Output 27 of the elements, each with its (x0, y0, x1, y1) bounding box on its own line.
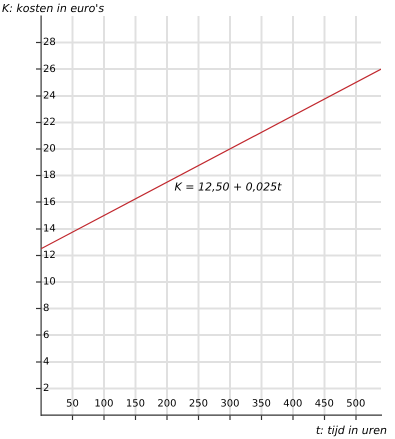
x-tick-label: 450 (314, 398, 334, 410)
y-tick-label: 2 (43, 382, 50, 394)
y-axis-title: K: kosten in euro's (2, 2, 104, 15)
y-tick-label: 14 (43, 223, 56, 234)
annotation: K = 12,50 + 0,025t (174, 180, 282, 194)
y-tick-label: 24 (43, 90, 56, 102)
x-tick-label: 150 (126, 398, 145, 410)
y-tick-label: 6 (43, 330, 50, 341)
x-tick-label: 400 (283, 398, 302, 410)
y-tick-label: 4 (43, 356, 50, 368)
x-tick-label: 300 (220, 398, 240, 410)
x-tick-label: 200 (157, 398, 176, 410)
y-tick-label: 28 (43, 37, 56, 48)
y-tick-label: 18 (43, 170, 56, 182)
y-tick-label: 26 (43, 64, 56, 75)
y-tick-label: 20 (43, 144, 56, 155)
x-axis-title: t: tijd in uren (316, 424, 387, 437)
x-tick-label: 250 (188, 398, 208, 410)
x-tick-label: 350 (252, 398, 271, 410)
y-tick-label: 8 (43, 303, 50, 314)
x-tick-label: 50 (66, 398, 79, 410)
y-tick-label: 12 (43, 250, 56, 261)
x-tick-label: 500 (346, 398, 366, 410)
y-tick-label: 10 (43, 276, 56, 288)
y-tick-label: 16 (43, 196, 56, 208)
y-tick-label: 22 (43, 116, 56, 128)
x-tick-label: 100 (94, 398, 114, 410)
